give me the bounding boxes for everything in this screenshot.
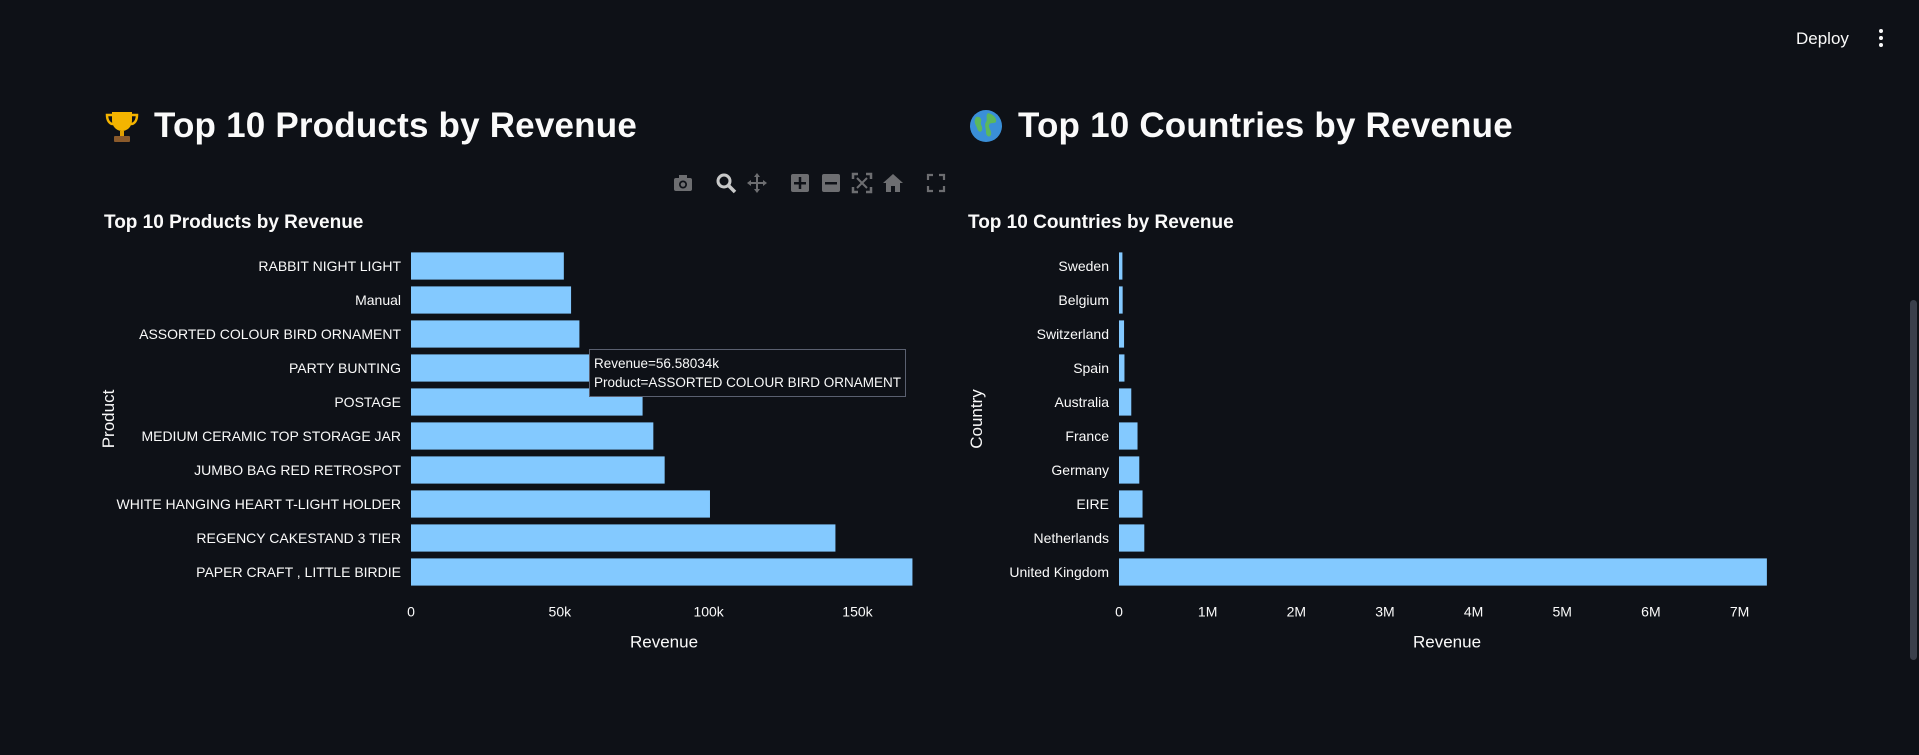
zoom-icon[interactable] — [715, 172, 737, 194]
page-scrollbar[interactable] — [1910, 300, 1917, 660]
products-section: Top 10 Products by Revenue Top 10 Produc… — [99, 90, 964, 710]
bar[interactable] — [1119, 320, 1125, 348]
x-tick-label: 7M — [1730, 604, 1749, 620]
bar[interactable] — [1119, 286, 1123, 314]
y-tick-label: Sweden — [1058, 258, 1109, 274]
x-tick-label: 2M — [1287, 604, 1306, 620]
x-tick-label: 50k — [549, 604, 573, 620]
bar[interactable] — [1119, 558, 1767, 586]
y-axis-label: Country — [967, 389, 986, 449]
zoom-out-icon[interactable] — [820, 172, 842, 194]
app-header: Deploy — [0, 0, 1919, 76]
trophy-icon — [105, 112, 139, 142]
bar[interactable] — [1119, 490, 1143, 518]
zoom-in-icon[interactable] — [789, 172, 811, 194]
x-tick-label: 100k — [693, 604, 724, 620]
y-tick-label: United Kingdom — [1009, 564, 1109, 580]
bar[interactable] — [411, 252, 564, 280]
bar[interactable] — [411, 354, 616, 382]
y-tick-label: France — [1065, 428, 1109, 444]
y-tick-label: ASSORTED COLOUR BIRD ORNAMENT — [139, 326, 401, 342]
y-tick-label: Manual — [355, 292, 401, 308]
x-tick-label: 6M — [1641, 604, 1660, 620]
chart-title: Top 10 Countries by Revenue — [968, 212, 1234, 233]
tooltip-revenue: Revenue=56.58034k — [594, 356, 719, 371]
y-tick-label: Switzerland — [1037, 326, 1109, 342]
x-tick-label: 3M — [1375, 604, 1394, 620]
y-tick-label: Germany — [1051, 462, 1109, 478]
y-tick-label: WHITE HANGING HEART T-LIGHT HOLDER — [117, 496, 401, 512]
chart-modebar — [672, 172, 956, 194]
y-axis-label: Product — [99, 389, 118, 448]
y-tick-label: Australia — [1055, 394, 1110, 410]
countries-heading-text: Top 10 Countries by Revenue — [1018, 106, 1513, 145]
bar[interactable] — [1119, 422, 1138, 450]
bar[interactable] — [411, 320, 580, 348]
pan-icon[interactable] — [746, 172, 768, 194]
x-tick-label: 5M — [1553, 604, 1572, 620]
bar[interactable] — [411, 524, 836, 552]
x-axis-label: Revenue — [1413, 633, 1481, 652]
y-tick-label: POSTAGE — [334, 394, 401, 410]
bar[interactable] — [411, 490, 710, 518]
x-axis-label: Revenue — [630, 633, 698, 652]
y-tick-label: PARTY BUNTING — [289, 360, 401, 376]
y-tick-label: RABBIT NIGHT LIGHT — [258, 258, 401, 274]
autoscale-icon[interactable] — [851, 172, 873, 194]
products-heading: Top 10 Products by Revenue — [104, 98, 637, 154]
bar[interactable] — [1119, 252, 1123, 280]
y-tick-label: Netherlands — [1034, 530, 1110, 546]
x-tick-label: 1M — [1198, 604, 1217, 620]
y-tick-label: MEDIUM CERAMIC TOP STORAGE JAR — [141, 428, 401, 444]
x-tick-label: 0 — [1115, 604, 1123, 620]
bar[interactable] — [1119, 388, 1132, 416]
y-tick-label: Belgium — [1058, 292, 1109, 308]
products-heading-text: Top 10 Products by Revenue — [154, 106, 637, 145]
tooltip-product: Product=ASSORTED COLOUR BIRD ORNAMENT — [594, 375, 901, 390]
y-tick-label: Spain — [1073, 360, 1109, 376]
chart-title: Top 10 Products by Revenue — [104, 212, 363, 233]
x-tick-label: 0 — [407, 604, 415, 620]
globe-icon — [970, 110, 1002, 142]
bar[interactable] — [411, 456, 665, 484]
bar[interactable] — [1119, 456, 1140, 484]
x-tick-label: 150k — [842, 604, 873, 620]
bar-hover-tooltip: Revenue=56.58034k Product=ASSORTED COLOU… — [589, 349, 906, 397]
products-revenue-chart[interactable]: Top 10 Products by Revenue PAPER CRAFT , … — [99, 202, 964, 682]
x-tick-label: 4M — [1464, 604, 1483, 620]
bar[interactable] — [1119, 524, 1145, 552]
bar[interactable] — [1119, 354, 1125, 382]
deploy-button[interactable]: Deploy — [1796, 29, 1849, 48]
countries-revenue-chart[interactable]: Top 10 Countries by Revenue United Kingdo… — [967, 202, 1828, 682]
bar[interactable] — [411, 558, 913, 586]
main-menu-icon[interactable] — [1866, 24, 1896, 54]
bar[interactable] — [411, 286, 572, 314]
bar[interactable] — [411, 422, 654, 450]
y-tick-label: PAPER CRAFT , LITTLE BIRDIE — [196, 564, 401, 580]
y-tick-label: JUMBO BAG RED RETROSPOT — [194, 462, 401, 478]
reset-axes-icon[interactable] — [882, 172, 904, 194]
fullscreen-icon[interactable] — [925, 172, 947, 194]
y-tick-label: REGENCY CAKESTAND 3 TIER — [196, 530, 401, 546]
y-tick-label: EIRE — [1076, 496, 1109, 512]
countries-section: Top 10 Countries by Revenue Top 10 Count… — [967, 90, 1828, 710]
countries-heading: Top 10 Countries by Revenue — [968, 98, 1513, 154]
camera-icon[interactable] — [672, 172, 694, 194]
